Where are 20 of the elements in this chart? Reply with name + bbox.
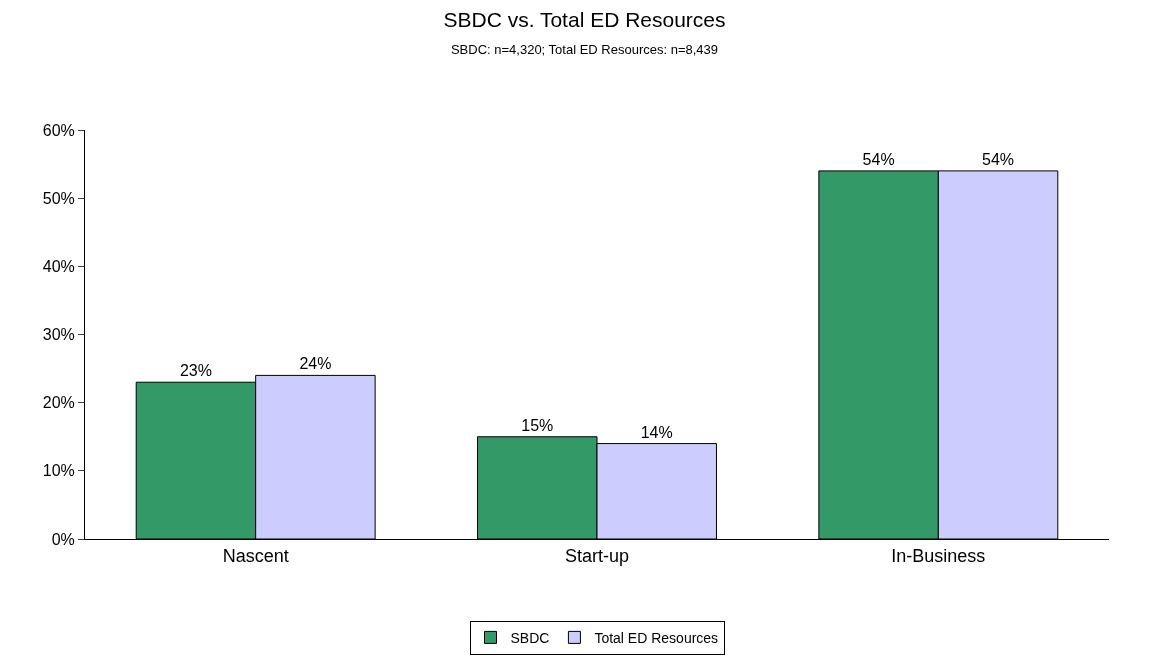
- data-label: 14%: [640, 423, 673, 441]
- legend-label: Total ED Resources: [594, 629, 719, 646]
- y-tick-label: 10%: [42, 462, 75, 480]
- y-tick-label: 30%: [42, 326, 75, 344]
- x-tick-label: In-Business: [891, 545, 986, 566]
- x-tick-label: Start-up: [564, 545, 630, 566]
- data-label: 54%: [982, 150, 1015, 168]
- y-tick-label: 40%: [42, 257, 75, 275]
- legend-label: SBDC: [510, 629, 550, 646]
- y-tick-label: 0%: [51, 530, 75, 548]
- data-label: 23%: [179, 362, 212, 380]
- data-label: 54%: [862, 150, 895, 168]
- chart-title: SBDC vs. Total ED Resources: [443, 7, 726, 31]
- x-tick-label: Nascent: [222, 545, 289, 566]
- y-tick-label: 20%: [42, 394, 75, 412]
- y-tick-label: 50%: [42, 189, 75, 207]
- data-label: 24%: [299, 355, 332, 373]
- chart-subtitle: SBDC: n=4,320; Total ED Resources: n=8,439: [450, 42, 719, 58]
- y-tick-label: 60%: [42, 121, 75, 139]
- data-label: 15%: [521, 416, 554, 434]
